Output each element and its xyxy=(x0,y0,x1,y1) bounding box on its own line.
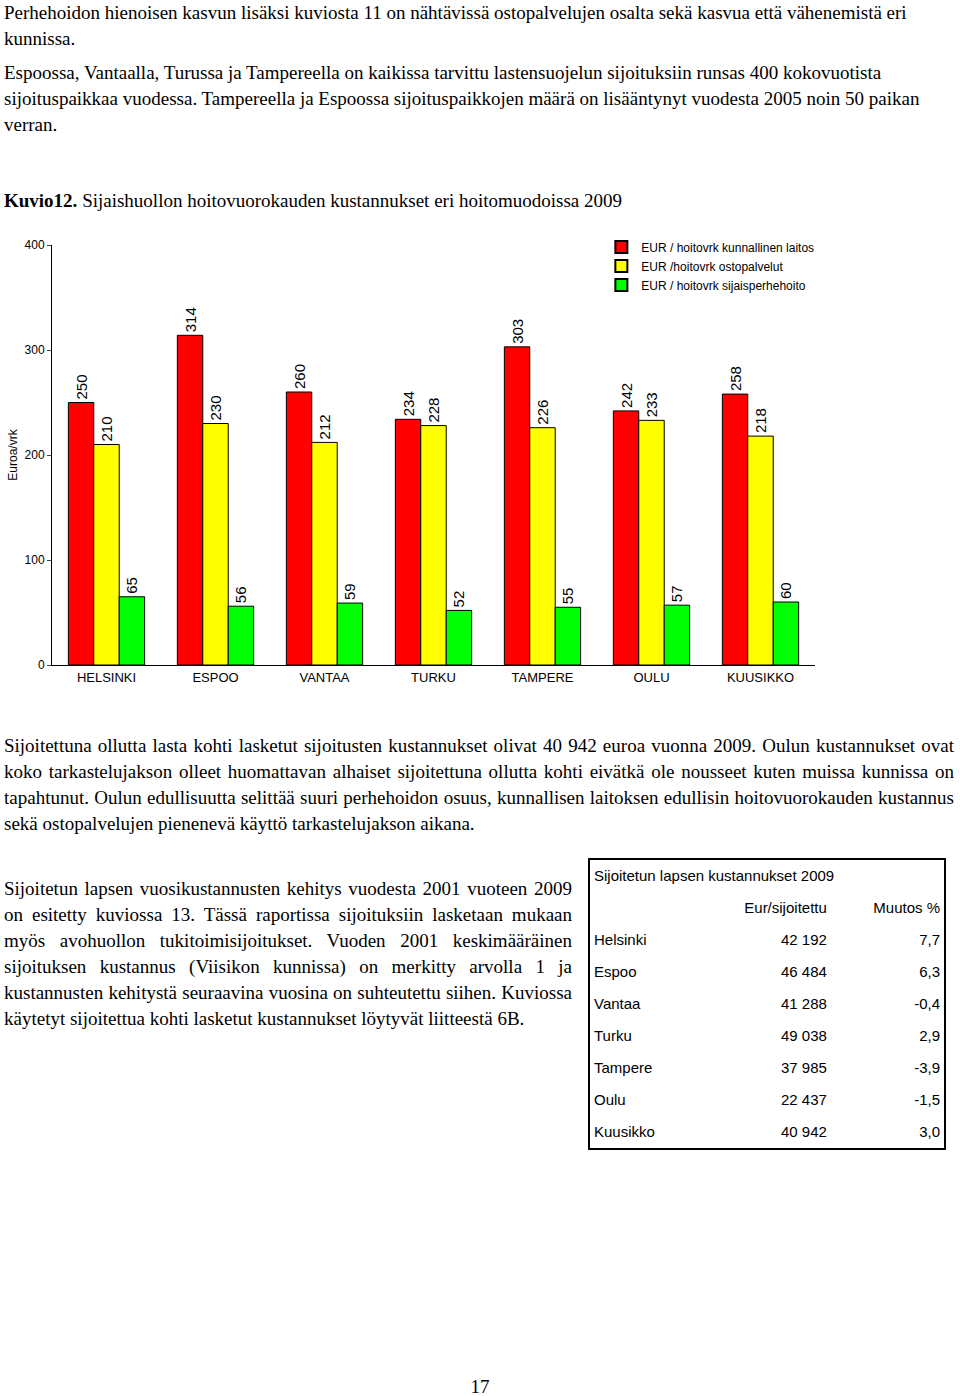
svg-text:228: 228 xyxy=(425,398,442,423)
svg-text:303: 303 xyxy=(509,319,526,344)
svg-text:234: 234 xyxy=(400,391,417,416)
svg-text:56: 56 xyxy=(232,587,249,604)
html-text:-0,4: -0,4 xyxy=(914,995,940,1012)
svg-text:52: 52 xyxy=(450,591,467,608)
html-text:Perhehoidon hienoisen kasvun l: Perhehoidon hienoisen kasvun lisäksi kuv… xyxy=(4,2,907,49)
html-text:6,3: 6,3 xyxy=(919,963,940,980)
html-text:Turku: Turku xyxy=(594,1027,632,1044)
svg-text:TAMPERE: TAMPERE xyxy=(512,670,574,685)
svg-text:0: 0 xyxy=(38,658,45,672)
html-text:49 038: 49 038 xyxy=(780,1027,827,1044)
svg-text:ESPOO: ESPOO xyxy=(192,670,238,685)
svg-text:314: 314 xyxy=(182,307,199,332)
svg-text:258: 258 xyxy=(727,366,744,391)
svg-text:100: 100 xyxy=(25,553,45,567)
svg-text:260: 260 xyxy=(291,364,308,389)
html-text:40 942: 40 942 xyxy=(780,1123,827,1140)
svg-text:KUUSIKKO: KUUSIKKO xyxy=(727,670,794,685)
html-text:-1,5: -1,5 xyxy=(914,1091,940,1108)
html-text:Muutos %: Muutos % xyxy=(873,899,940,916)
svg-text:55: 55 xyxy=(559,588,576,605)
html-text:22 437: 22 437 xyxy=(780,1091,827,1108)
html-text:Vantaa: Vantaa xyxy=(594,995,641,1012)
html-text:Oulu: Oulu xyxy=(594,1091,626,1108)
svg-text:226: 226 xyxy=(534,400,551,425)
html-text:7,7: 7,7 xyxy=(919,931,940,948)
html-text:-3,9: -3,9 xyxy=(914,1059,940,1076)
svg-text:400: 400 xyxy=(25,238,45,252)
svg-text:OULU: OULU xyxy=(633,670,669,685)
html-text:Espoo: Espoo xyxy=(594,963,637,980)
html-text:Tampere: Tampere xyxy=(594,1059,653,1076)
html-text:37 985: 37 985 xyxy=(780,1059,827,1076)
svg-text:233: 233 xyxy=(643,392,660,417)
html-text:Espoossa, Vantaalla, Turussa j: Espoossa, Vantaalla, Turussa ja Tamperee… xyxy=(4,62,920,135)
html-text:Sijoitettuna ollutta lasta koh: Sijoitettuna ollutta lasta kohti lasketu… xyxy=(4,735,954,834)
html-text:2,9: 2,9 xyxy=(919,1027,940,1044)
html-text:46 484: 46 484 xyxy=(780,963,827,980)
svg-text:242: 242 xyxy=(618,383,635,408)
svg-text:60: 60 xyxy=(777,582,794,599)
html-text:Helsinki: Helsinki xyxy=(594,931,647,948)
svg-text:210: 210 xyxy=(98,416,115,441)
svg-text:TURKU: TURKU xyxy=(411,670,456,685)
svg-text:200: 200 xyxy=(25,448,45,462)
svg-text:59: 59 xyxy=(341,583,358,600)
html-text:42 192: 42 192 xyxy=(780,931,827,948)
html-text:41 288: 41 288 xyxy=(780,995,827,1012)
html-text:Kuvio12. Sijaishuollon hoitovu: Kuvio12. Sijaishuollon hoitovuorokauden … xyxy=(4,190,622,211)
svg-text:57: 57 xyxy=(668,585,685,602)
html-text:Eur/sijoitettu: Eur/sijoitettu xyxy=(744,899,827,916)
svg-text:EUR / hoitovrk kunnallinen lai: EUR / hoitovrk kunnallinen laitos xyxy=(641,241,814,255)
svg-text:218: 218 xyxy=(752,408,769,433)
svg-text:212: 212 xyxy=(316,414,333,439)
svg-text:Euroa/vrk: Euroa/vrk xyxy=(6,428,20,480)
svg-text:HELSINKI: HELSINKI xyxy=(77,670,136,685)
svg-text:EUR /hoitovrk ostopalvelut: EUR /hoitovrk ostopalvelut xyxy=(641,260,783,274)
svg-text:VANTAA: VANTAA xyxy=(299,670,349,685)
svg-text:250: 250 xyxy=(73,374,90,399)
svg-text:230: 230 xyxy=(207,395,224,420)
html-text:17: 17 xyxy=(470,1376,490,1396)
html-text:3,0: 3,0 xyxy=(919,1123,940,1140)
html-text:Sijoitetun lapsen kustannukset: Sijoitetun lapsen kustannukset 2009 xyxy=(594,867,835,884)
html-text:Kuusikko: Kuusikko xyxy=(594,1123,655,1140)
svg-text:EUR / hoitovrk sijaisperhehoit: EUR / hoitovrk sijaisperhehoito xyxy=(641,279,805,293)
svg-text:300: 300 xyxy=(25,343,45,357)
html-text:Sijoitetun lapsen vuosikustann: Sijoitetun lapsen vuosikustannusten kehi… xyxy=(4,878,572,1029)
svg-text:65: 65 xyxy=(123,577,140,594)
